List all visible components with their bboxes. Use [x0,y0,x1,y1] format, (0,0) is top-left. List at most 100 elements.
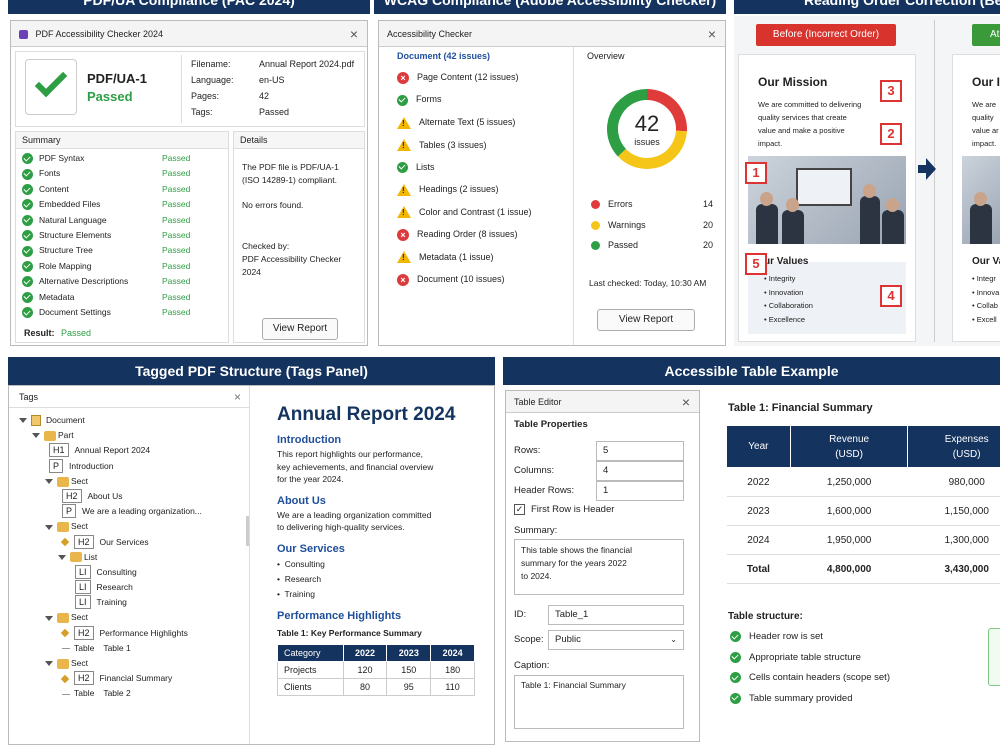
table-row: Clients 80 95 110 [277,677,475,696]
wcag-issue-item[interactable]: Tables (3 issues) [397,139,571,161]
tag-tree-node[interactable]: Document [19,413,245,428]
tag-tree-node[interactable]: Sect [19,610,245,625]
fin-cell: 1,950,000 [790,525,908,555]
id-field[interactable]: Table_1 [548,605,684,625]
view-report-button[interactable]: View Report [262,318,338,340]
pac-app-icon [19,30,28,40]
scope-select[interactable]: Public ⌄ [548,630,684,650]
wcag-issue-label: Alternate Text (5 issues) [419,117,516,128]
after-values-item: • Excell [972,314,997,324]
chevron-down-icon[interactable] [32,433,40,439]
tag-tree-node[interactable]: LI Training [19,595,245,610]
check-name: Alternative Descriptions [39,276,129,287]
check-status: Passed [162,214,191,225]
table-editor-window: Table Editor × Table Properties Rows: 5 C… [505,390,700,742]
header-rows-field[interactable]: 1 [596,481,684,501]
after-meeting-photo [962,156,1000,244]
check-status: Passed [162,276,191,287]
intro-heading: Introduction [277,434,342,446]
structure-list: Header row is set Appropriate table struc… [730,631,970,713]
check-circle-icon [730,651,741,663]
scope-label: Scope: [514,634,544,645]
tag-tree-node[interactable]: Part [19,428,245,443]
tag-label: Our Services [99,536,149,547]
summary-row: Content Passed [22,184,222,199]
tag-type: Table [74,642,95,653]
tag-tree-node[interactable]: Sect [19,474,245,489]
wcag-issue-item[interactable]: × Page Content (12 issues) [397,72,571,94]
wcag-issue-item[interactable]: Headings (2 issues) [397,183,571,206]
chevron-down-icon: ⌄ [670,635,677,644]
perf-table-cell: Projects [277,660,344,679]
check-name: Structure Tree [39,245,93,256]
legend-row: Passed 20 [591,240,713,261]
wcag-issue-label: Forms [416,94,442,105]
wcag-issue-item[interactable]: Forms [397,94,571,116]
tag-tree-node[interactable]: H1 Annual Report 2024 [19,443,245,458]
tag-tree-node[interactable]: H2 Our Services [19,534,245,550]
wcag-issue-item[interactable]: Color and Contrast (1 issue) [397,206,571,228]
tags-scrollbar[interactable] [246,516,249,546]
caption-textarea[interactable]: Table 1: Financial Summary [514,675,684,729]
values-item-text: Collaboration [768,301,813,310]
first-row-checkbox[interactable]: ✓ [514,504,525,515]
fin-header-cell: Expenses (USD) [907,425,1000,468]
tag-tree-node[interactable]: P Introduction [19,458,245,474]
summary-line: summary for the years 2022 [521,558,627,568]
check-circle-icon [22,168,33,180]
wcag-issue-item[interactable]: Alternate Text (5 issues) [397,116,571,139]
values-title: ur Values [764,256,809,267]
tag-label: Introduction [69,460,114,471]
wcag-issue-item[interactable]: Metadata (1 issue) [397,251,571,273]
tag-tree-node[interactable]: P We are a leading organization... [19,504,245,519]
chevron-down-icon[interactable] [45,479,53,484]
tag-tree-node[interactable]: Table Table 1 [19,641,245,656]
columns-field[interactable]: 4 [596,461,684,481]
tag-tree-node[interactable]: LI Consulting [19,564,245,580]
fin-header-line: Year [748,441,769,452]
about-line: We are a leading organization committed [277,509,432,520]
donut-slice-warnings [617,130,687,169]
wcag-issue-item[interactable]: × Reading Order (8 issues) [397,228,571,251]
table-properties-label: Table Properties [514,419,588,430]
mission-line: We are committed to delivering [758,100,862,109]
chevron-down-icon[interactable] [45,615,53,621]
summary-textarea[interactable]: This table shows the financial summary fo… [514,539,684,595]
wcag-issue-list: × Page Content (12 issues) Forms Alternate … [397,72,571,296]
tag-tree-node[interactable]: Sect [19,656,245,671]
close-icon[interactable]: × [707,26,716,42]
close-icon[interactable]: × [233,390,241,404]
warning-icon [397,251,411,264]
summary-row: PDF Syntax Passed [22,153,222,168]
wcag-issue-item[interactable]: Lists [397,162,571,184]
about-heading: About Us [277,494,326,507]
summary-row: Structure Elements Passed [22,230,222,245]
view-report-button[interactable]: View Report [597,309,695,331]
check-circle-icon [22,260,33,272]
wcag-window: Accessibility Checker × Document (42 issu… [378,20,726,346]
tag-tree-node[interactable]: H2 About Us [19,488,245,504]
structure-item-label: Header row is set [749,631,823,643]
check-status: Passed [162,183,191,194]
wcag-issue-item[interactable]: × Document (10 issues) [397,273,571,296]
chevron-down-icon[interactable] [45,661,53,667]
tag-tree-node[interactable]: Sect [19,519,245,534]
after-values-list: • Integr • Innova • Collab • Excell [972,272,999,326]
close-icon[interactable]: × [349,26,358,42]
tag-tree-node[interactable]: H2 Financial Summary [19,671,245,686]
tag-tree-node[interactable]: LI Research [19,580,245,595]
structure-item-label: Appropriate table structure [749,651,861,663]
chevron-down-icon[interactable] [45,524,53,530]
summary-row: Fonts Passed [22,168,222,183]
summary-row: Role Mapping Passed [22,261,222,276]
tag-tree-node[interactable]: Table Table 2 [19,686,245,701]
check-status: Passed [162,260,191,271]
close-icon[interactable]: × [681,394,690,410]
chevron-down-icon[interactable] [19,418,27,424]
services-item: • Training [277,588,315,599]
tag-tree-node[interactable]: H2 Performance Highlights [19,625,245,641]
wcag-issue-label: Lists [416,161,435,172]
chevron-down-icon[interactable] [58,554,66,560]
tag-tree-node[interactable]: List [19,550,245,565]
rows-field[interactable]: 5 [596,441,684,461]
